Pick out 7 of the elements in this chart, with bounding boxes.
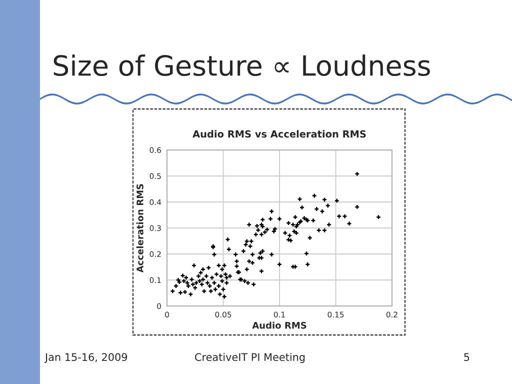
text: Jan 15-16, 2009 — [44, 353, 128, 363]
x-axis-title: Audio RMS — [252, 322, 306, 329]
text: CreativeIT PI Meeting — [195, 352, 305, 364]
chart-title: Audio RMS vs Acceleration RMS — [192, 130, 366, 138]
y-axis-title: Acceleration RMS — [136, 184, 144, 273]
text: Size of Gesture ∝ Loudness — [54, 54, 430, 76]
text: 5 — [464, 353, 470, 362]
